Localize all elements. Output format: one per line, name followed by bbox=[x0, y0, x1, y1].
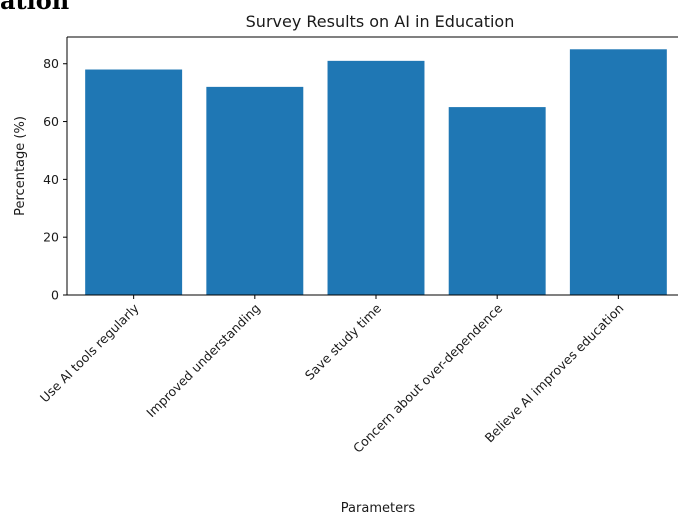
chart-title: Survey Results on AI in Education bbox=[246, 12, 515, 31]
y-tick-label: 20 bbox=[43, 230, 59, 245]
y-tick-label: 60 bbox=[43, 114, 59, 129]
bar-1 bbox=[85, 69, 183, 296]
x-tick-label: Use AI tools regularly bbox=[37, 300, 142, 405]
y-tick-label: 80 bbox=[43, 56, 59, 71]
bar-3 bbox=[327, 60, 425, 295]
bar-5 bbox=[569, 49, 667, 295]
bar-2 bbox=[206, 86, 304, 296]
plot-area: 0 20 40 60 80 Use AI tools regularly Improved … bbox=[37, 36, 678, 456]
page-text-fragment: ation bbox=[0, 0, 70, 15]
x-tick-label: Believe AI improves education bbox=[482, 301, 627, 446]
x-tick-label: Concern about over-dependence bbox=[350, 300, 505, 455]
y-axis-label: Percentage (%) bbox=[13, 116, 28, 216]
y-tick-label: 40 bbox=[43, 172, 59, 187]
x-tick-label: Improved understanding bbox=[143, 301, 263, 421]
x-axis-label: Parameters bbox=[341, 501, 416, 516]
x-tick-label: Save study time bbox=[302, 300, 385, 383]
bar-4 bbox=[448, 107, 546, 295]
y-tick-label: 0 bbox=[51, 288, 59, 303]
